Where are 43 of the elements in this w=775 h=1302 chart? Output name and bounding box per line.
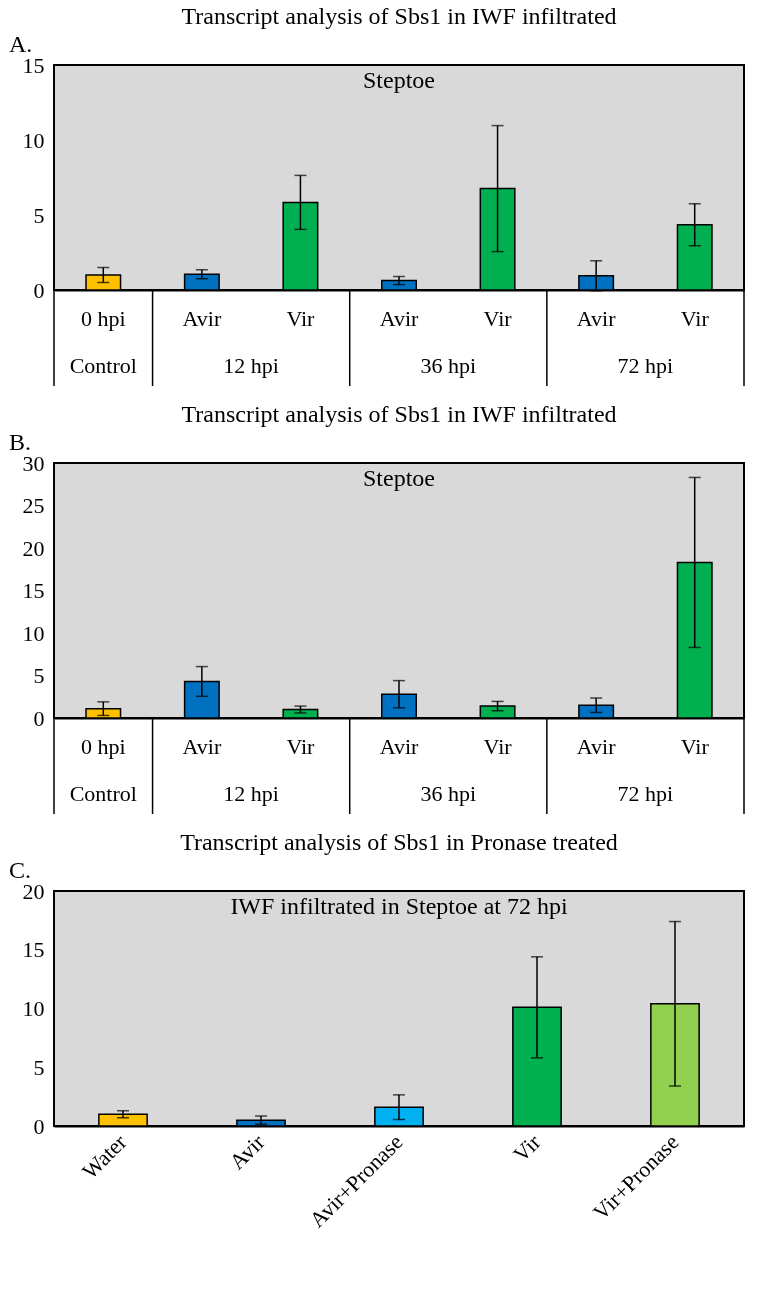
y-tick-label: 10 xyxy=(22,127,45,153)
y-tick-label: 25 xyxy=(22,493,45,518)
chart-subtitle: IWF infiltrated in Steptoe at 72 hpi xyxy=(230,893,568,919)
y-tick-label: 15 xyxy=(22,937,45,963)
x-tick-label: Avir xyxy=(182,305,222,331)
x-tick-label: Avir xyxy=(379,733,420,759)
x-tick-label: Avir xyxy=(576,305,617,331)
x-tick-label: Vir xyxy=(483,733,513,759)
chart-title: Transcript analysis of Sbs1 in IWF infiltrated xyxy=(181,401,617,427)
y-tick-label: 5 xyxy=(33,663,45,688)
y-tick-label: 15 xyxy=(22,578,45,603)
y-tick-label: 20 xyxy=(22,535,45,561)
x-tick-label: Avir xyxy=(182,733,222,759)
text: 36 hpi xyxy=(420,781,477,806)
x-tick-label: Vir xyxy=(286,733,316,759)
chart-title: Transcript analysis of Sbs1 in Pronase treated xyxy=(180,829,618,855)
text: 72 hpi xyxy=(617,353,674,378)
chart-subtitle: Steptoe xyxy=(363,465,435,491)
text: 72 hpi xyxy=(617,781,674,806)
y-tick-label: 10 xyxy=(22,620,45,646)
text: 12 hpi xyxy=(223,781,279,806)
x-tick-label: Avir xyxy=(224,1128,270,1175)
y-tick-label: 10 xyxy=(22,996,45,1021)
y-tick-label: 0 xyxy=(33,277,45,303)
x-tick-label: 0 hpi xyxy=(80,305,126,331)
text: 12 hpi xyxy=(223,353,279,378)
x-tick-label: Vir xyxy=(680,733,710,759)
y-tick-label: 0 xyxy=(33,1113,45,1139)
x-tick-label: Avir xyxy=(379,305,420,331)
y-tick-label: 0 xyxy=(33,705,45,731)
x-tick-label: Vir xyxy=(508,1128,546,1167)
text: 36 hpi xyxy=(420,353,477,378)
x-tick-label: Avir xyxy=(576,733,617,759)
text: Control xyxy=(69,781,137,806)
text: Control xyxy=(69,353,137,378)
x-tick-label: Vir xyxy=(483,305,513,331)
x-tick-label: Vir xyxy=(680,305,710,331)
chart-subtitle: Steptoe xyxy=(363,67,435,93)
y-tick-label: 5 xyxy=(33,202,45,228)
y-tick-label: 5 xyxy=(33,1054,45,1080)
x-tick-label: 0 hpi xyxy=(80,733,126,759)
chart-title: Transcript analysis of Sbs1 in IWF infiltrated xyxy=(181,3,617,29)
x-tick-label: Vir xyxy=(286,305,316,331)
